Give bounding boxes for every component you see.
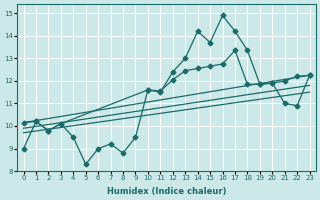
X-axis label: Humidex (Indice chaleur): Humidex (Indice chaleur) bbox=[107, 187, 226, 196]
